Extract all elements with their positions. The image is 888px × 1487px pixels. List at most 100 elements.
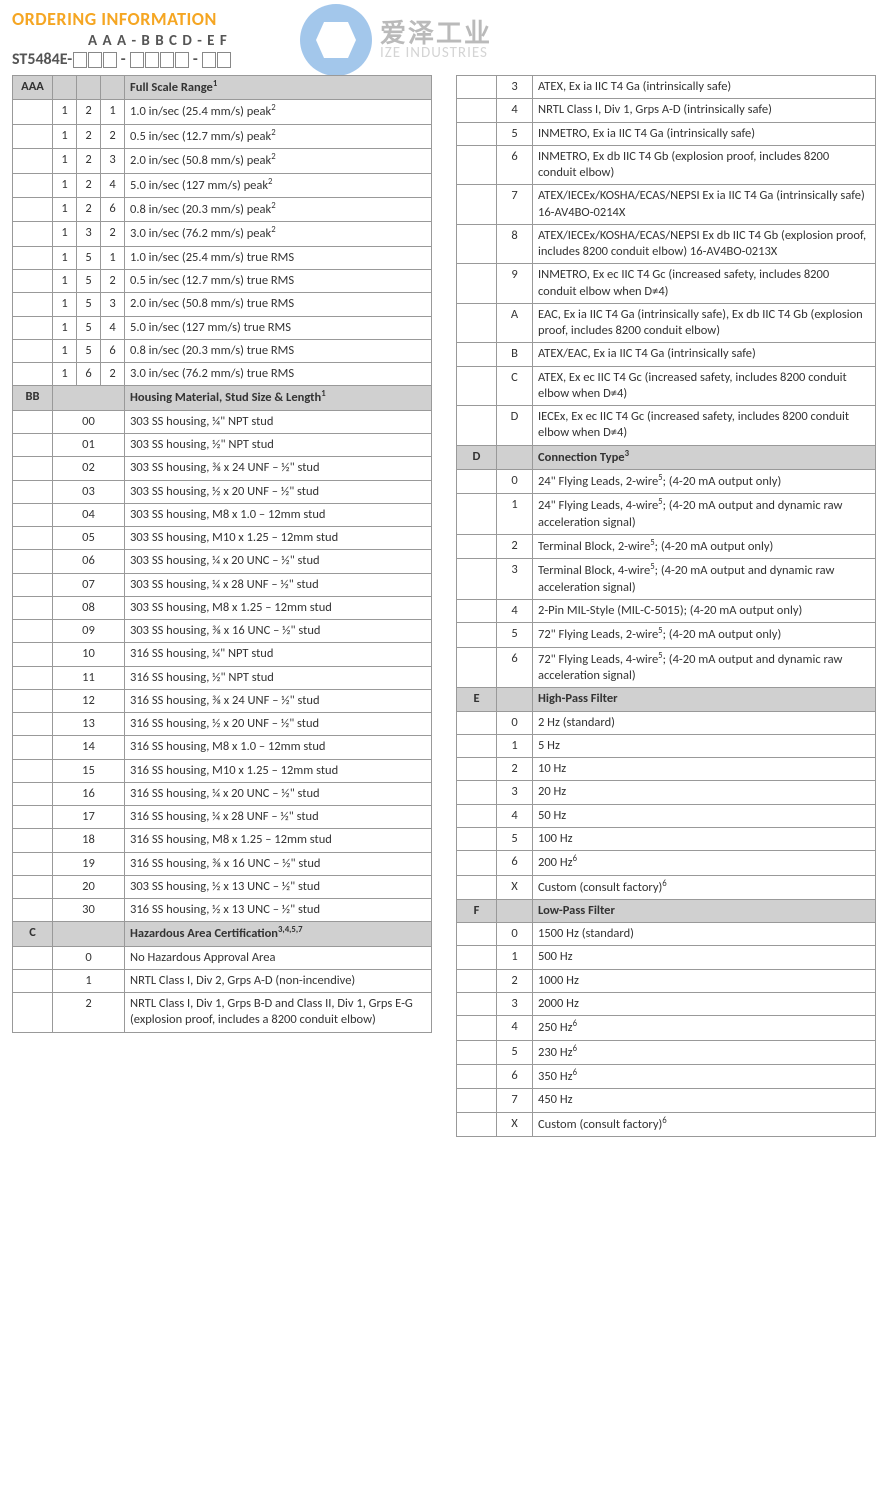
f-code: 4 <box>497 1016 533 1040</box>
bb-code: 09 <box>53 620 125 643</box>
table-row: 04303 SS housing, M8 x 1.0 – 12mm stud <box>13 503 432 526</box>
aaa-code: 1 <box>53 124 77 148</box>
f-code: 1 <box>497 946 533 969</box>
table-row: 2NRTL Class I, Div 1, Grps B-D and Class… <box>13 993 432 1033</box>
f-desc: 500 Hz <box>533 946 876 969</box>
c-code: 8 <box>497 224 533 264</box>
bb-code: 19 <box>53 852 125 875</box>
table-row: 450 Hz <box>457 804 876 827</box>
d-desc: 72" Flying Leads, 4-wire5; (4-20 mA outp… <box>533 647 876 688</box>
e-desc: 2 Hz (standard) <box>533 711 876 734</box>
aaa-header-row: AAA Full Scale Range1 <box>13 76 432 100</box>
aaa-code: 6 <box>101 198 125 222</box>
table-row: 124" Flying Leads, 4-wire5; (4-20 mA out… <box>457 494 876 535</box>
aaa-code: 1 <box>53 339 77 362</box>
d-code: 6 <box>497 647 533 688</box>
c-desc: ATEX/EAC, Ex ia IIC T4 Ga (intrinsically… <box>533 343 876 366</box>
bb-header-row: BB Housing Material, Stud Size & Length1 <box>13 386 432 410</box>
aaa-desc: 0.5 in/sec (12.7 mm/s) peak2 <box>125 124 432 148</box>
f-label: F <box>457 899 497 922</box>
aaa-code: 6 <box>77 363 101 386</box>
c-code: 9 <box>497 264 533 304</box>
bb-code: 01 <box>53 434 125 457</box>
bb-code: 11 <box>53 666 125 689</box>
aaa-desc: 0.8 in/sec (20.3 mm/s) true RMS <box>125 339 432 362</box>
bb-code: 08 <box>53 596 125 619</box>
c-code: B <box>497 343 533 366</box>
f-header-row: F Low-Pass Filter <box>457 899 876 922</box>
table-row: 1260.8 in/sec (20.3 mm/s) peak2 <box>13 198 432 222</box>
table-row: 03303 SS housing, ½ x 20 UNF – ½" stud <box>13 480 432 503</box>
f-code: X <box>497 1112 533 1136</box>
c-desc: INMETRO, Ex ia IIC T4 Ga (intrinsically … <box>533 122 876 145</box>
table-row: 572" Flying Leads, 2-wire5; (4-20 mA out… <box>457 623 876 647</box>
part-base: ST5484E- - - <box>12 50 876 69</box>
f-desc: 1500 Hz (standard) <box>533 923 876 946</box>
d-heading: Connection Type3 <box>533 445 876 469</box>
aaa-code: 5 <box>77 246 101 269</box>
part-base-text: ST5484E- <box>12 50 72 69</box>
table-row: 1532.0 in/sec (50.8 mm/s) true RMS <box>13 293 432 316</box>
table-row: 02 Hz (standard) <box>457 711 876 734</box>
left-table: AAA Full Scale Range1 1211.0 in/sec (25.… <box>12 75 432 1033</box>
table-row: 7ATEX/IECEx/KOSHA/ECAS/NEPSI Ex ia IIC T… <box>457 185 876 225</box>
aaa-code: 2 <box>101 222 125 246</box>
bb-code: 03 <box>53 480 125 503</box>
table-row: 13316 SS housing, ½ x 20 UNF – ½" stud <box>13 713 432 736</box>
aaa-desc: 3.0 in/sec (76.2 mm/s) true RMS <box>125 363 432 386</box>
d-code: 1 <box>497 494 533 535</box>
ordering-info-title: ORDERING INFORMATION <box>12 8 876 30</box>
d-code: 5 <box>497 623 533 647</box>
e-desc: 20 Hz <box>533 781 876 804</box>
aaa-desc: 5.0 in/sec (127 mm/s) peak2 <box>125 173 432 197</box>
aaa-desc: 0.5 in/sec (12.7 mm/s) true RMS <box>125 270 432 293</box>
d-label: D <box>457 445 497 469</box>
aaa-code: 2 <box>101 270 125 293</box>
table-row: 3ATEX, Ex ia IIC T4 Ga (intrinsically sa… <box>457 76 876 99</box>
aaa-code: 1 <box>53 222 77 246</box>
table-row: 01500 Hz (standard) <box>457 923 876 946</box>
table-row: 19316 SS housing, ⅜ x 16 UNC – ½" stud <box>13 852 432 875</box>
bb-code: 00 <box>53 410 125 433</box>
c-desc: NRTL Class I, Div 1, Grps A-D (intrinsic… <box>533 99 876 122</box>
aaa-desc: 5.0 in/sec (127 mm/s) true RMS <box>125 316 432 339</box>
table-row: 18316 SS housing, M8 x 1.25 – 12mm stud <box>13 829 432 852</box>
f-desc: Custom (consult factory)6 <box>533 1112 876 1136</box>
table-row: 210 Hz <box>457 758 876 781</box>
table-row: 4NRTL Class I, Div 1, Grps A-D (intrinsi… <box>457 99 876 122</box>
table-row: 05303 SS housing, M10 x 1.25 – 12mm stud <box>13 527 432 550</box>
aaa-code: 3 <box>101 149 125 173</box>
f-code: 3 <box>497 992 533 1015</box>
part-pattern: A A A - B B C D - E F <box>88 32 876 50</box>
f-heading: Low-Pass Filter <box>533 899 876 922</box>
aaa-code: 5 <box>77 293 101 316</box>
bb-code: 18 <box>53 829 125 852</box>
bb-desc: 303 SS housing, ½ x 13 UNC – ½" stud <box>125 875 432 898</box>
bb-desc: 303 SS housing, M8 x 1.25 – 12mm stud <box>125 596 432 619</box>
bb-desc: 303 SS housing, M8 x 1.0 – 12mm stud <box>125 503 432 526</box>
table-row: BATEX/EAC, Ex ia IIC T4 Ga (intrinsicall… <box>457 343 876 366</box>
table-row: 21000 Hz <box>457 969 876 992</box>
e-heading: High-Pass Filter <box>533 688 876 711</box>
table-row: 32000 Hz <box>457 992 876 1015</box>
aaa-desc: 2.0 in/sec (50.8 mm/s) peak2 <box>125 149 432 173</box>
d-code: 3 <box>497 559 533 600</box>
c-desc: IECEx, Ex ec IIC T4 Gc (increased safety… <box>533 406 876 446</box>
table-row: 1211.0 in/sec (25.4 mm/s) peak2 <box>13 100 432 124</box>
d-header-row: D Connection Type3 <box>457 445 876 469</box>
bb-desc: 316 SS housing, M8 x 1.25 – 12mm stud <box>125 829 432 852</box>
c-code: 5 <box>497 122 533 145</box>
f-code: 6 <box>497 1064 533 1088</box>
aaa-code: 2 <box>101 363 125 386</box>
aaa-code: 2 <box>101 124 125 148</box>
table-row: 00303 SS housing, ¼" NPT stud <box>13 410 432 433</box>
bb-desc: 316 SS housing, ⅜ x 24 UNF – ½" stud <box>125 689 432 712</box>
aaa-code: 1 <box>53 149 77 173</box>
d-desc: 24" Flying Leads, 4-wire5; (4-20 mA outp… <box>533 494 876 535</box>
table-row: 3Terminal Block, 4-wire5; (4-20 mA outpu… <box>457 559 876 600</box>
table-row: 024" Flying Leads, 2-wire5; (4-20 mA out… <box>457 469 876 493</box>
table-row: 0No Hazardous Approval Area <box>13 946 432 969</box>
e-desc: Custom (consult factory)6 <box>533 875 876 899</box>
c-desc: NRTL Class I, Div 2, Grps A-D (non-incen… <box>125 969 432 992</box>
table-row: XCustom (consult factory)6 <box>457 875 876 899</box>
